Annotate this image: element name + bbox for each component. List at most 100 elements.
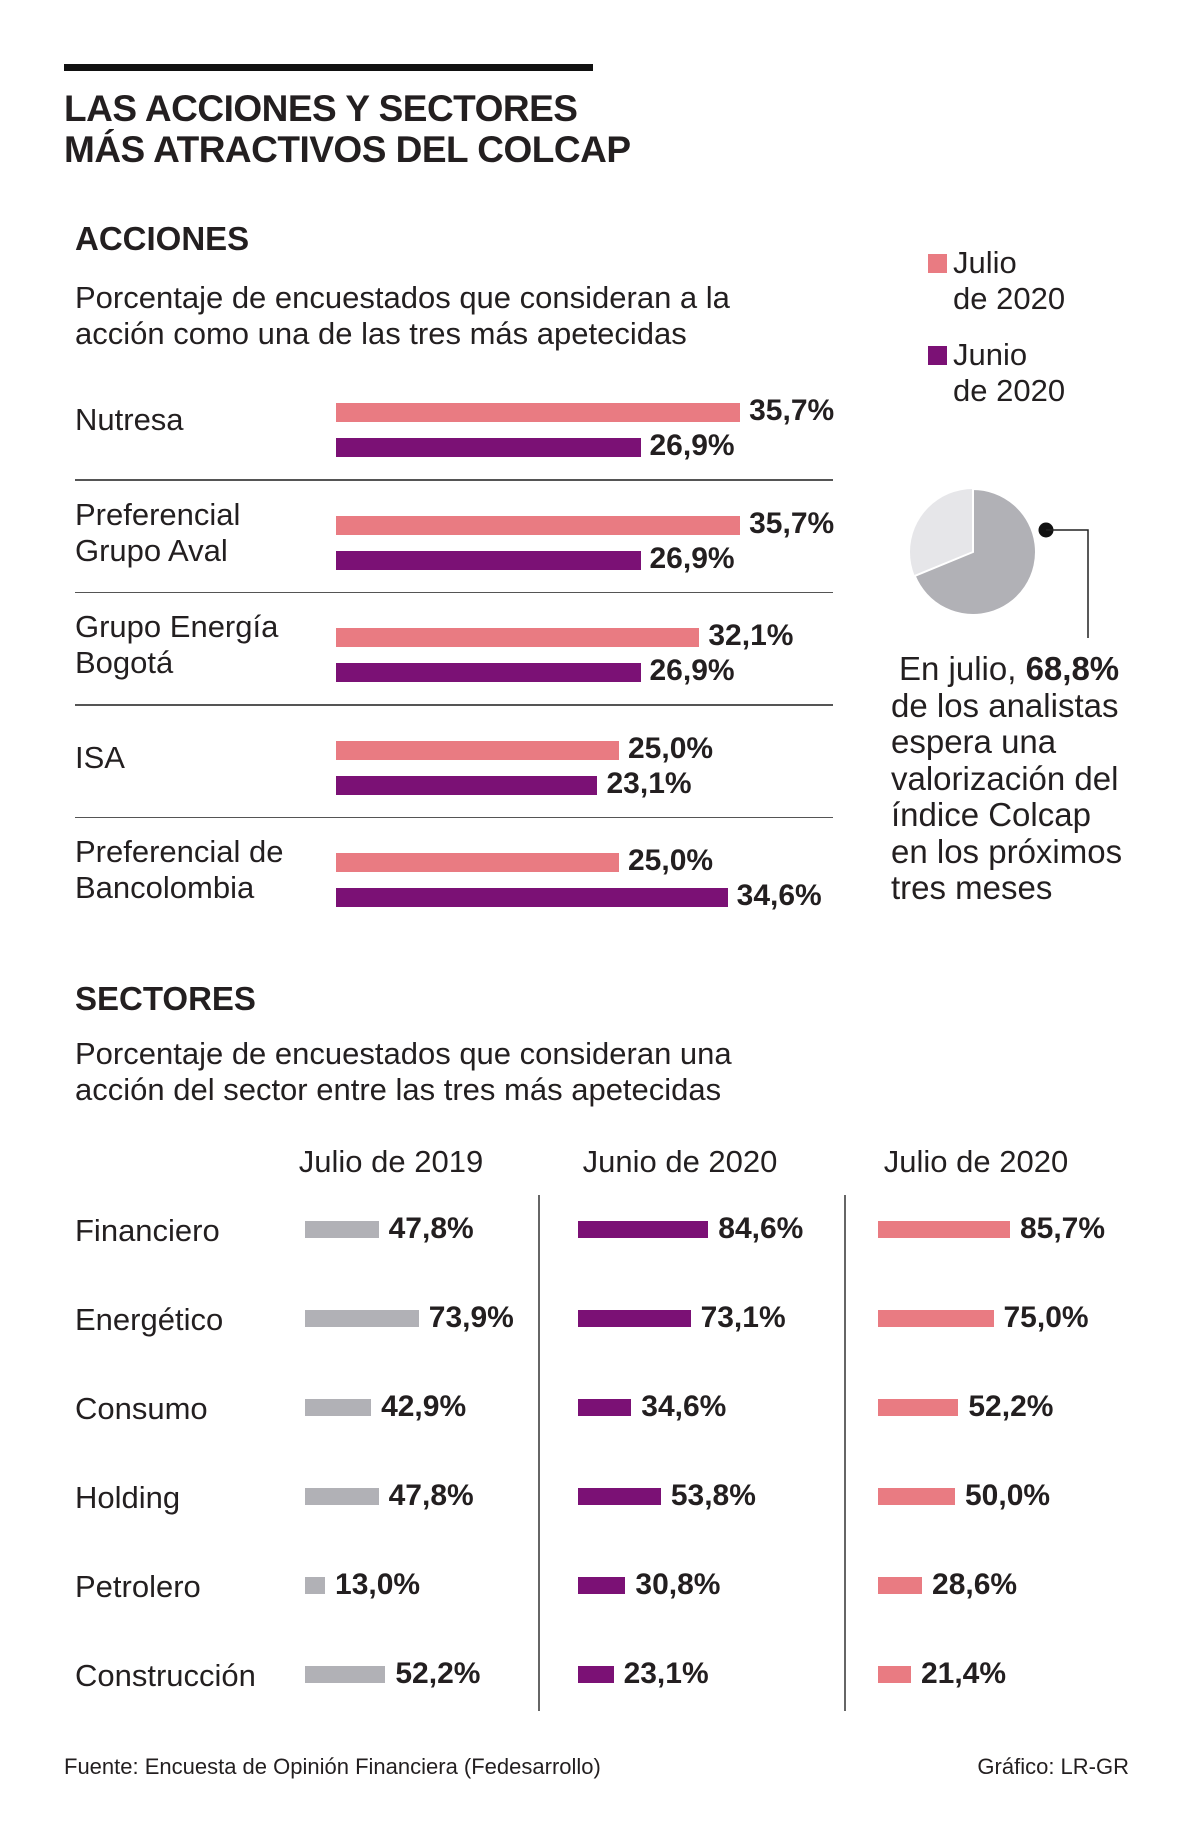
title-rule xyxy=(64,64,593,71)
row-separator xyxy=(75,479,833,481)
bar-julio-2020 xyxy=(336,403,741,422)
data-label: 73,1% xyxy=(700,1301,786,1334)
legend-label-line: de 2020 xyxy=(953,373,1066,408)
column-header: Julio de 2020 xyxy=(883,1144,1069,1179)
category-label: Preferencial Grupo Aval xyxy=(75,497,240,569)
graphic-credit: Gráfico: LR-GR xyxy=(977,1754,1129,1779)
pie-caption-line-1: En julio, 68,8% xyxy=(891,650,1122,688)
data-label: 30,8% xyxy=(635,1568,721,1601)
legend-label-line: Julio xyxy=(953,245,1017,280)
data-label: 21,4% xyxy=(920,1657,1007,1690)
data-label: 73,9% xyxy=(428,1301,514,1334)
data-label: 34,6% xyxy=(641,1390,727,1423)
pie-caption-line: valorización del xyxy=(891,759,1119,797)
data-label: 50,0% xyxy=(965,1479,1051,1512)
bar-julio-de-2020 xyxy=(878,1666,911,1683)
bar-junio-de-2020 xyxy=(578,1577,626,1594)
bar-julio-de-2020 xyxy=(878,1577,923,1594)
column-divider xyxy=(538,1195,540,1711)
column-header: Junio de 2020 xyxy=(582,1144,778,1179)
bar-junio-2020 xyxy=(336,550,641,570)
bar-julio-2020 xyxy=(336,740,619,760)
bar-junio-2020 xyxy=(336,888,728,907)
bar-junio-de-2020 xyxy=(578,1221,709,1238)
bar-julio-2020 xyxy=(336,515,741,535)
category-label-line: Grupo Energía xyxy=(75,609,279,644)
data-label: 52,2% xyxy=(395,1657,481,1690)
bar-junio-2020 xyxy=(336,775,598,795)
acciones-subtitle-line-2: acción como una de las tres más apetecid… xyxy=(75,316,687,351)
data-label: 28,6% xyxy=(932,1568,1018,1601)
data-label: 52,2% xyxy=(968,1390,1054,1423)
data-label: 26,9% xyxy=(649,429,735,462)
column-divider xyxy=(844,1195,846,1711)
bar-julio-de-2020 xyxy=(878,1488,955,1505)
data-label: 23,1% xyxy=(623,1657,709,1690)
bar-julio-de-2019 xyxy=(305,1399,372,1416)
legend-julio-2020: Julio de 2020 xyxy=(953,245,1065,317)
category-label: Energético xyxy=(75,1302,224,1337)
acciones-heading: ACCIONES xyxy=(75,220,250,257)
category-label: Financiero xyxy=(75,1213,220,1248)
data-label: 47,8% xyxy=(388,1479,474,1512)
category-label: Consumo xyxy=(75,1391,208,1426)
category-label-line: Preferencial xyxy=(75,496,241,532)
category-label: Nutresa xyxy=(75,402,184,438)
pie-caption-value: 68,8% xyxy=(1025,650,1120,687)
sectores-subtitle-line-2: acción del sector entre las tres más ape… xyxy=(75,1072,722,1107)
bar-junio-de-2020 xyxy=(578,1666,614,1683)
title-line-1: LAS ACCIONES Y SECTORES xyxy=(64,88,578,129)
title-line-2: MÁS ATRACTIVOS DEL COLCAP xyxy=(64,129,631,170)
pie-caption: En julio, 68,8% de los analistas espera … xyxy=(891,650,1123,907)
row-separator xyxy=(75,704,833,706)
data-label: 35,7% xyxy=(749,506,835,540)
bar-julio-de-2019 xyxy=(305,1488,379,1505)
bar-julio-de-2019 xyxy=(305,1577,326,1594)
category-label-line: Nutresa xyxy=(75,402,184,437)
data-label: 23,1% xyxy=(606,766,692,800)
data-label: 47,8% xyxy=(388,1212,474,1245)
category-label-line: Grupo Aval xyxy=(75,532,228,568)
category-label-line: ISA xyxy=(75,739,125,775)
legend-label-line: Junio xyxy=(953,337,1028,372)
pie-slice-value xyxy=(913,487,1037,616)
pie-chart xyxy=(910,487,1089,638)
row-separator xyxy=(75,591,833,593)
bar-julio-de-2019 xyxy=(305,1310,419,1327)
category-label: ISA xyxy=(75,740,125,776)
sectores-heading: SECTORES xyxy=(75,980,256,1017)
category-label: Grupo Energía Bogotá xyxy=(75,609,278,681)
bar-julio-de-2020 xyxy=(878,1221,1010,1238)
bar-julio-de-2019 xyxy=(305,1221,379,1238)
acciones-subtitle: Porcentaje de encuestados que consideran… xyxy=(75,280,730,352)
pie-caption-prefix: En julio, xyxy=(899,650,1026,687)
data-label: 35,7% xyxy=(749,394,835,427)
source-note: Fuente: Encuesta de Opinión Financiera (… xyxy=(64,1754,601,1779)
data-label: 53,8% xyxy=(670,1479,756,1512)
data-label: 75,0% xyxy=(1003,1301,1089,1334)
column-header: Julio de 2019 xyxy=(298,1144,484,1179)
data-label: 42,9% xyxy=(381,1390,467,1423)
sectores-subtitle: Porcentaje de encuestados que consideran… xyxy=(75,1036,732,1108)
category-label-line: Preferencial de xyxy=(75,834,284,869)
pie-caption-line: de los analistas xyxy=(891,686,1119,724)
sectores-subtitle-line-1: Porcentaje de encuestados que consideran… xyxy=(75,1036,732,1071)
pie-caption-line: en los próximos xyxy=(891,832,1123,870)
row-separator xyxy=(75,816,833,818)
legend-swatch-julio-2020 xyxy=(928,254,947,273)
data-label: 13,0% xyxy=(335,1568,421,1601)
bar-julio-de-2020 xyxy=(878,1310,994,1327)
bar-julio-de-2020 xyxy=(878,1399,959,1416)
data-label: 32,1% xyxy=(708,619,794,652)
category-label: Holding xyxy=(75,1480,181,1515)
data-label: 34,6% xyxy=(736,879,822,912)
callout-line xyxy=(1046,529,1089,638)
bar-julio-2020 xyxy=(336,853,619,872)
pie-caption-line: índice Colcap xyxy=(891,796,1091,833)
pie-caption-line: espera una xyxy=(891,723,1057,760)
bar-junio-de-2020 xyxy=(578,1310,691,1327)
data-label: 26,9% xyxy=(649,654,735,687)
data-label: 25,0% xyxy=(628,731,714,765)
category-label: Preferencial de Bancolombia xyxy=(75,834,284,906)
bar-junio-2020 xyxy=(336,438,641,457)
